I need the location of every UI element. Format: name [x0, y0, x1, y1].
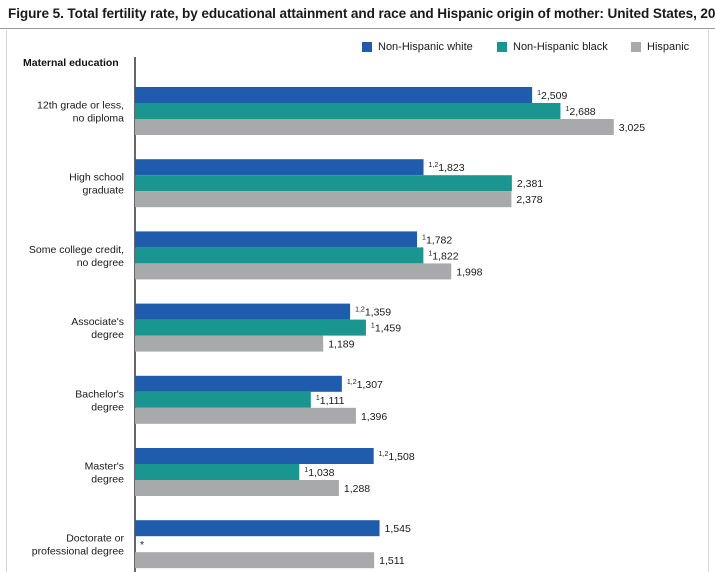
- data-label: 1,21,307: [347, 379, 383, 391]
- figure-title: Figure 5. Total fertility rate, by educa…: [8, 6, 715, 21]
- bar: [135, 480, 339, 496]
- bar: [135, 391, 311, 408]
- data-label-value: 1,823: [438, 162, 464, 174]
- legend-label-white: Non-Hispanic white: [378, 41, 473, 53]
- data-label-value: 2,688: [569, 106, 595, 118]
- bar: [135, 231, 418, 248]
- data-label: 11,782: [422, 234, 452, 246]
- data-label: 2,381: [517, 178, 543, 190]
- bar: [135, 375, 342, 392]
- data-label: 12,688: [565, 106, 595, 118]
- footnote-marker: 1: [428, 250, 432, 257]
- data-label: 11,459: [371, 323, 401, 335]
- category-label: Master's: [85, 461, 124, 473]
- bar: [135, 191, 512, 208]
- data-label-value: 1,822: [432, 250, 458, 262]
- category-axis-title: Maternal education: [23, 57, 119, 69]
- category-label: degree: [91, 329, 124, 341]
- footnote-marker: 1: [422, 234, 426, 241]
- data-label-value: 1,359: [365, 307, 391, 319]
- data-label-value: 2,509: [541, 90, 567, 102]
- data-label: 2,378: [516, 194, 542, 206]
- category-label: Some college credit,: [29, 244, 124, 256]
- bar: [135, 175, 512, 192]
- data-label-value: 1,111: [320, 395, 345, 407]
- bar: [135, 335, 324, 352]
- data-label: 11,038: [304, 467, 334, 479]
- category-label: Associate's: [71, 316, 124, 328]
- legend-label-black: Non-Hispanic black: [513, 41, 608, 53]
- category-label: no diploma: [73, 113, 125, 125]
- data-label: 1,396: [361, 411, 387, 423]
- data-label: 1,998: [456, 266, 482, 278]
- bar: [135, 247, 424, 264]
- suppressed-value-marker: *: [140, 539, 144, 551]
- bar: [135, 448, 374, 464]
- footnote-marker: 1: [565, 106, 569, 113]
- bar: [135, 303, 351, 320]
- footnote-marker: 1: [537, 90, 541, 97]
- category-label: 12th grade or less,: [37, 100, 124, 112]
- category-label: Bachelor's: [75, 388, 124, 400]
- legend-swatch-hispanic: [631, 42, 641, 52]
- bar: [135, 159, 424, 176]
- title-rule: [0, 28, 715, 29]
- category-label: degree: [91, 401, 124, 413]
- bar: [135, 119, 614, 135]
- footnote-marker: 1: [316, 395, 320, 402]
- data-label: 11,822: [428, 250, 458, 262]
- data-label: 1,21,823: [429, 162, 465, 174]
- legend-swatch-white: [362, 42, 372, 52]
- data-label-value: 1,508: [388, 451, 414, 463]
- legend-item-white: Non-Hispanic white: [362, 40, 473, 54]
- footnote-marker: 1: [304, 467, 308, 474]
- footnote-marker: 1,2: [429, 162, 439, 169]
- legend-item-hispanic: Hispanic: [631, 40, 689, 54]
- data-label: 1,189: [328, 339, 354, 351]
- data-label: 1,21,508: [379, 451, 415, 463]
- data-label: 12,509: [537, 90, 567, 102]
- category-label: High school: [69, 172, 124, 184]
- category-label: professional degree: [32, 546, 124, 558]
- legend-label-hispanic: Hispanic: [647, 41, 690, 53]
- footnote-marker: 1: [371, 323, 375, 330]
- data-label-value: 1,782: [426, 234, 452, 246]
- category-label: degree: [91, 474, 124, 486]
- data-label-value: 1,459: [375, 323, 401, 335]
- bar: [135, 464, 300, 480]
- legend-item-black: Non-Hispanic black: [497, 40, 608, 54]
- bar: [135, 103, 561, 119]
- footnote-marker: 1,2: [379, 451, 389, 458]
- bar: [135, 263, 452, 280]
- data-label-value: 1,038: [308, 467, 334, 479]
- category-label: Doctorate or: [66, 533, 124, 545]
- legend-swatch-black: [497, 42, 507, 52]
- data-label: 11,111: [316, 395, 345, 407]
- bar: [135, 520, 380, 537]
- data-label: 1,545: [385, 523, 411, 535]
- data-label: 1,288: [344, 483, 370, 495]
- data-label: 1,21,359: [355, 307, 391, 319]
- bar: [135, 319, 366, 336]
- bar: [135, 87, 533, 103]
- figure-frame: [6, 30, 709, 572]
- category-label: no degree: [77, 257, 124, 269]
- data-label-value: 1,307: [357, 379, 383, 391]
- data-label: 1,511: [379, 555, 405, 567]
- category-label: graduate: [83, 185, 125, 197]
- bar: [135, 407, 356, 424]
- footnote-marker: 1,2: [347, 379, 357, 386]
- data-label: 3,025: [619, 122, 645, 134]
- footnote-marker: 1,2: [355, 307, 365, 314]
- bar: [135, 552, 375, 569]
